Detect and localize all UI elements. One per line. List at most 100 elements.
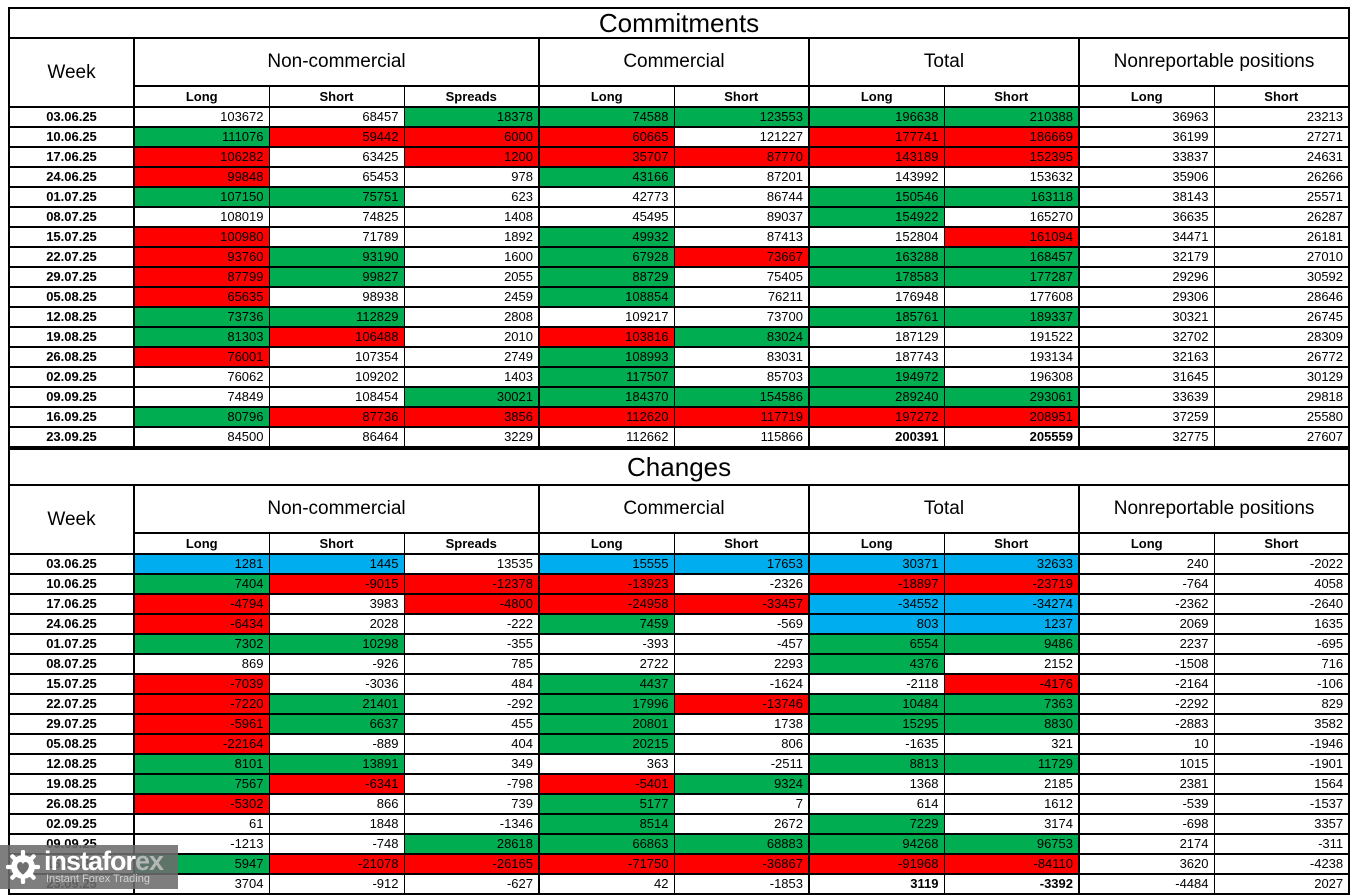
value-cell: 1445	[268, 553, 405, 575]
group-header-nonreportable: Nonreportable positions	[1077, 37, 1350, 87]
value-cell: 36635	[1078, 206, 1215, 228]
value-cell: 109202	[268, 366, 405, 388]
value-cell: -3392	[943, 873, 1080, 895]
value-cell: 115866	[673, 426, 810, 448]
value-cell: -695	[1213, 633, 1350, 655]
value-cell: -4800	[403, 593, 540, 615]
value-cell: 7302	[133, 633, 270, 655]
value-cell: -798	[403, 773, 540, 795]
value-cell: 33837	[1078, 146, 1215, 168]
value-cell: 108454	[268, 386, 405, 408]
value-cell: -2292	[1078, 693, 1215, 715]
table-row: 24.06.25 -6434 2028 -222 7459 -569 803 1237 2069…	[8, 613, 1350, 635]
value-cell: 28618	[403, 833, 540, 855]
value-cell: 59442	[268, 126, 405, 148]
value-cell: 32633	[943, 553, 1080, 575]
value-cell: 2069	[1078, 613, 1215, 635]
week-cell: 02.09.25	[8, 813, 135, 835]
table-row: 23.09.25 84500 86464 3229 112662 115866 200391…	[8, 426, 1350, 448]
value-cell: 26266	[1213, 166, 1350, 188]
table-row: 19.08.25 7567 -6341 -798 -5401 9324 1368 2185 23…	[8, 773, 1350, 795]
value-cell: 17653	[673, 553, 810, 575]
value-cell: 5177	[538, 793, 675, 815]
value-cell: 8830	[943, 713, 1080, 735]
value-cell: -1946	[1213, 733, 1350, 755]
value-cell: -1213	[133, 833, 270, 855]
value-cell: 2027	[1213, 873, 1350, 895]
value-cell: 2293	[673, 653, 810, 675]
value-cell: -71750	[538, 853, 675, 875]
group-header-total: Total	[808, 484, 1080, 534]
value-cell: -311	[1213, 833, 1350, 855]
value-cell: 30129	[1213, 366, 1350, 388]
value-cell: 154922	[808, 206, 945, 228]
value-cell: 8101	[133, 753, 270, 775]
group-header-commercial: Commercial	[538, 484, 810, 534]
value-cell: -627	[403, 873, 540, 895]
value-cell: 108993	[538, 346, 675, 368]
value-cell: 76001	[133, 346, 270, 368]
value-cell: 17996	[538, 693, 675, 715]
group-header-row: Week Non-commercial Commercial Total Non…	[8, 37, 1350, 108]
value-cell: 1848	[268, 813, 405, 835]
value-cell: 24631	[1213, 146, 1350, 168]
value-cell: -36867	[673, 853, 810, 875]
value-cell: 29818	[1213, 386, 1350, 408]
value-cell: -2326	[673, 573, 810, 595]
value-cell: 99848	[133, 166, 270, 188]
table-row: 10.06.25 7404 -9015 -12378 -13923 -2326 -18897…	[8, 573, 1350, 595]
value-cell: 30021	[403, 386, 540, 408]
value-cell: 1403	[403, 366, 540, 388]
week-cell: 05.08.25	[8, 733, 135, 755]
value-cell: 196638	[808, 106, 945, 128]
week-cell: 01.07.25	[8, 186, 135, 208]
value-cell: 28309	[1213, 326, 1350, 348]
value-cell: 15295	[808, 713, 945, 735]
value-cell: 785	[403, 653, 540, 675]
value-cell: -91968	[808, 853, 945, 875]
value-cell: 35906	[1078, 166, 1215, 188]
week-cell: 29.07.25	[8, 713, 135, 735]
value-cell: 2028	[268, 613, 405, 635]
value-cell: 1200	[403, 146, 540, 168]
value-cell: 289240	[808, 386, 945, 408]
week-cell: 10.06.25	[8, 126, 135, 148]
value-cell: 152804	[808, 226, 945, 248]
value-cell: -2022	[1213, 553, 1350, 575]
value-cell: 86744	[673, 186, 810, 208]
value-cell: 7459	[538, 613, 675, 635]
week-cell: 23.09.25	[8, 426, 135, 448]
commitments-title: Commitments	[7, 7, 1350, 39]
value-cell: -4176	[943, 673, 1080, 695]
week-cell: 01.07.25	[8, 633, 135, 655]
value-cell: 87736	[268, 406, 405, 428]
col-header-short: Short	[943, 85, 1080, 108]
value-cell: -7220	[133, 693, 270, 715]
value-cell: 73736	[133, 306, 270, 328]
value-cell: 2174	[1078, 833, 1215, 855]
value-cell: 93760	[133, 246, 270, 268]
table-row: 09.09.25 -1213 -748 28618 66863 68883 94268 967…	[8, 833, 1350, 855]
col-header-spreads: Spreads	[403, 532, 540, 555]
col-header-short: Short	[268, 85, 405, 108]
value-cell: 74825	[268, 206, 405, 228]
value-cell: 30371	[808, 553, 945, 575]
value-cell: 803	[808, 613, 945, 635]
value-cell: 168457	[943, 246, 1080, 268]
value-cell: 96753	[943, 833, 1080, 855]
value-cell: 1015	[1078, 753, 1215, 775]
value-cell: 1600	[403, 246, 540, 268]
value-cell: -9015	[268, 573, 405, 595]
value-cell: 187129	[808, 326, 945, 348]
table-row: 26.08.25 -5302 866 739 5177 7 614 1612 -539 -1537	[8, 793, 1350, 815]
value-cell: 27607	[1213, 426, 1350, 448]
value-cell: 3229	[403, 426, 540, 448]
col-header-long: Long	[1078, 532, 1215, 555]
value-cell: -3036	[268, 673, 405, 695]
value-cell: -2640	[1213, 593, 1350, 615]
value-cell: 152395	[943, 146, 1080, 168]
value-cell: 165270	[943, 206, 1080, 228]
value-cell: 33639	[1078, 386, 1215, 408]
value-cell: 37259	[1078, 406, 1215, 428]
value-cell: -2118	[808, 673, 945, 695]
